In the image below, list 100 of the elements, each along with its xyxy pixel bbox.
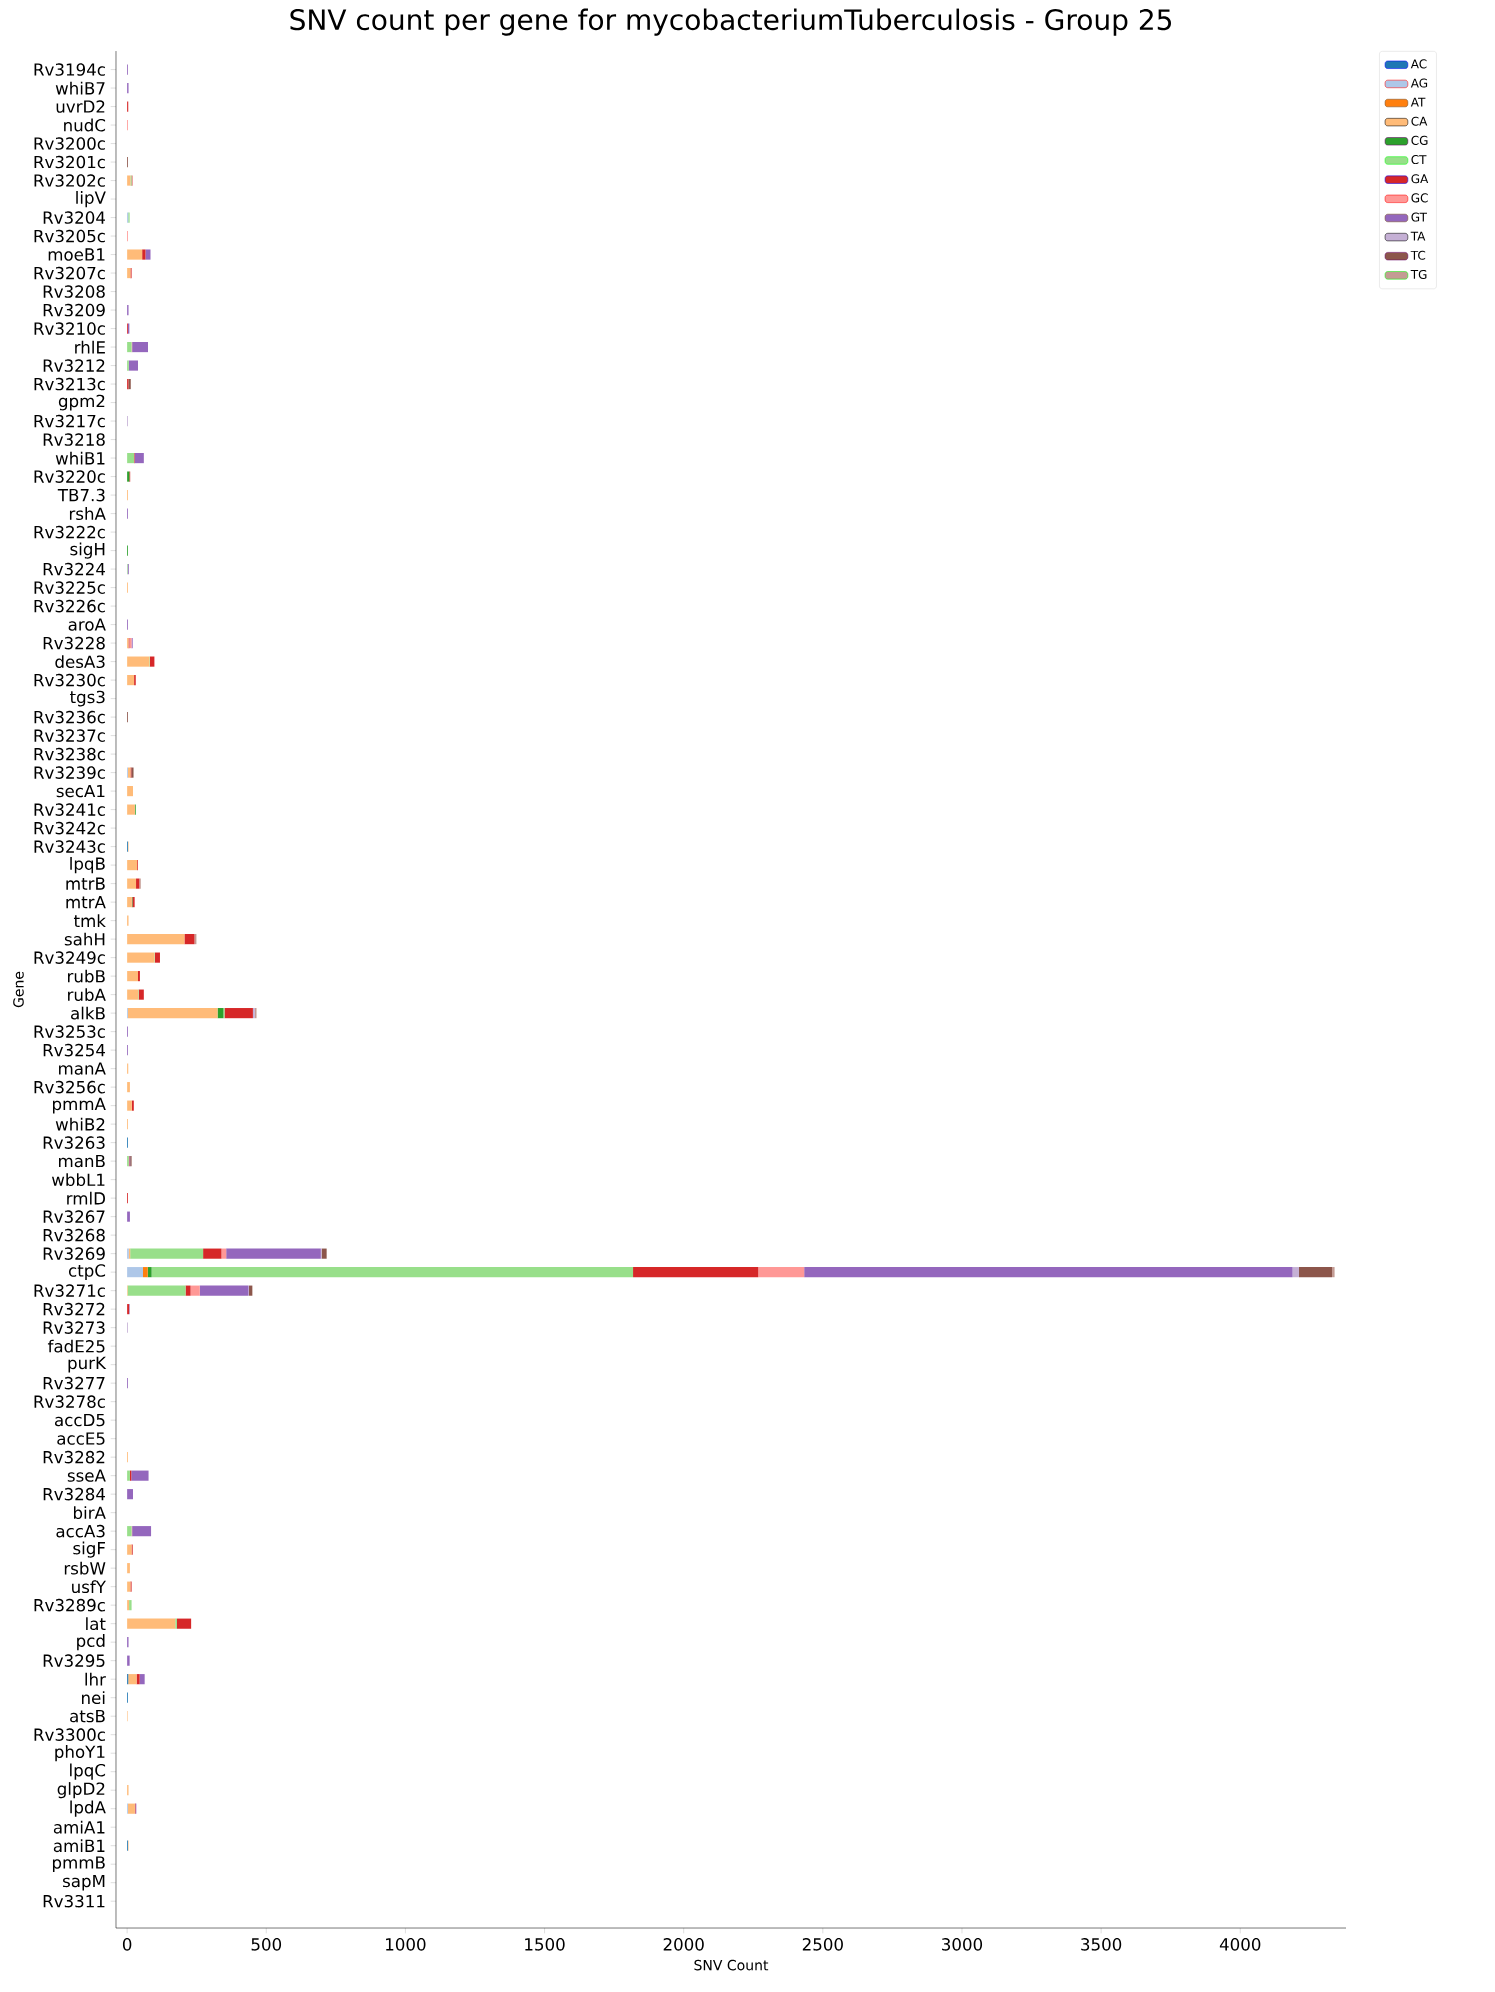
legend-label: CT (1411, 155, 1427, 165)
y-tick-label: Rv3225c (34, 581, 105, 594)
y-tick-label: sseA (67, 1469, 106, 1482)
y-tick-label: rubA (68, 988, 106, 1002)
y-tick-label: Rv3236c (34, 710, 105, 724)
y-tick-label: fadE25 (47, 1339, 105, 1353)
y-tick-label: manB (59, 1154, 105, 1168)
y-tick-label: Rv3207c (34, 266, 105, 280)
y-tick-label: lpqC (70, 1763, 106, 1780)
x-tick-label: 4000 (1219, 1938, 1261, 1951)
y-tick-label: Rv3256c (34, 1080, 105, 1094)
y-tick-label: accE5 (57, 1432, 105, 1445)
y-tick-label: atsB (70, 1709, 105, 1723)
y-tick-label: Rv3284 (43, 1487, 106, 1501)
y-tick-label: Rv3239c (34, 766, 105, 779)
y-tick-label: rsbW (64, 1561, 106, 1575)
y-tick-label: Rv3289c (34, 1598, 105, 1612)
y-tick-label: pmmB (52, 1856, 105, 1872)
y-tick-label: Rv3210c (34, 322, 105, 335)
y-tick-label: rhlE (75, 340, 105, 354)
legend-label: CA (1411, 116, 1428, 126)
y-tick-label: lpdA (70, 1800, 106, 1817)
x-tick-label: 3500 (1081, 1938, 1122, 1951)
y-tick-label: purK (68, 1356, 107, 1373)
y-axis-title: Gene (13, 971, 24, 1008)
y-tick-label: amiA1 (53, 1820, 105, 1834)
y-tick-label: Rv3282 (43, 1450, 105, 1464)
legend-label: AG (1410, 78, 1428, 88)
y-tick-label: Rv3268 (43, 1228, 105, 1242)
y-tick-label: gpm2 (58, 394, 105, 411)
legend-label: TA (1410, 231, 1426, 241)
y-tick-label: Rv3272 (43, 1302, 105, 1316)
y-tick-label: desA3 (55, 655, 105, 669)
y-tick-label: Rv3253c (34, 1025, 105, 1038)
y-tick-label: mtrB (66, 877, 105, 890)
legend-label: CG (1411, 135, 1428, 145)
legend-label: AC (1410, 59, 1427, 69)
y-tick-label: Rv3254 (43, 1043, 106, 1057)
y-tick-label: mtrA (66, 896, 106, 909)
x-tick-label: 500 (251, 1938, 282, 1951)
legend-label: TC (1410, 250, 1426, 260)
y-tick-label: Rv3217c (34, 414, 105, 428)
y-tick-label: alkB (71, 1006, 105, 1020)
y-tick-label: Rv3224 (43, 562, 106, 576)
y-tick-label: Rv3222c (34, 525, 105, 539)
y-tick-label: lat (86, 1617, 106, 1631)
y-tick-label: sapM (63, 1874, 105, 1891)
y-tick-label: accA3 (56, 1524, 105, 1538)
y-tick-label: Rv3278c (34, 1395, 105, 1408)
y-tick-label: TB7.3 (57, 488, 105, 502)
y-tick-label: aroA (68, 618, 106, 631)
y-tick-label: pmmA (53, 1097, 106, 1114)
y-tick-label: Rv3311 (43, 1894, 105, 1908)
y-tick-label: secA1 (56, 784, 105, 798)
y-tick-label: Rv3300c (34, 1728, 105, 1741)
y-tick-label: amiB1 (53, 1839, 105, 1853)
y-tick-label: wbbL1 (51, 1173, 105, 1187)
y-tick-label: sigF (73, 1541, 105, 1558)
y-tick-label: Rv3208 (43, 285, 105, 298)
x-tick-label: 2500 (802, 1938, 843, 1951)
y-tick-label: nudC (64, 118, 106, 132)
y-tick-label: Rv3277 (43, 1376, 105, 1390)
y-tick-label: Rv3242c (34, 821, 105, 835)
y-tick-label: Rv3213c (34, 377, 105, 391)
legend-label: GC (1411, 193, 1428, 203)
x-tick-label: 2000 (663, 1938, 704, 1951)
y-tick-label: lhr (85, 1672, 106, 1686)
y-tick-label: Rv3267 (43, 1210, 105, 1223)
legend-label: AT (1410, 97, 1426, 107)
y-tick-label: Rv3271c (34, 1284, 105, 1297)
y-tick-label: Rv3194c (34, 63, 105, 76)
y-tick-label: whiB2 (55, 1117, 105, 1131)
y-tick-label: Rv3200c (34, 137, 105, 150)
y-tick-label: manA (59, 1062, 106, 1075)
y-tick-label: Rv3269 (43, 1247, 105, 1260)
y-tick-label: Rv3209 (43, 303, 105, 317)
y-tick-label: Rv3202c (34, 174, 105, 187)
y-tick-label: Rv3220c (34, 470, 105, 483)
y-tick-label: Rv3263 (43, 1136, 105, 1149)
legend-label: TG (1410, 269, 1427, 279)
y-tick-label: tmk (73, 914, 106, 927)
x-axis-title: SNV Count (694, 1959, 769, 1971)
y-tick-label: Rv3212 (43, 359, 105, 372)
y-tick-label: Rv3218 (43, 433, 105, 446)
y-tick-label: ctpC (68, 1264, 106, 1281)
y-tick-label: sahH (64, 932, 105, 946)
legend-label: GT (1411, 212, 1427, 222)
x-tick-label: 0 (122, 1938, 132, 1951)
y-tick-label: pcd (77, 1634, 105, 1651)
y-tick-label: moeB1 (48, 248, 105, 261)
y-tick-label: Rv3205c (34, 229, 105, 243)
y-tick-label: lipV (76, 190, 106, 208)
y-tick-label: Rv3295 (43, 1654, 105, 1667)
y-tick-label: nei (82, 1691, 105, 1705)
x-tick-label: 1500 (525, 1938, 565, 1951)
y-tick-label: Rv3204 (43, 211, 106, 224)
y-tick-label: Rv3243c (34, 840, 105, 853)
y-tick-label: tgs3 (69, 690, 105, 707)
y-tick-label: Rv3238c (34, 747, 105, 761)
y-tick-label: phoY1 (55, 1745, 105, 1762)
